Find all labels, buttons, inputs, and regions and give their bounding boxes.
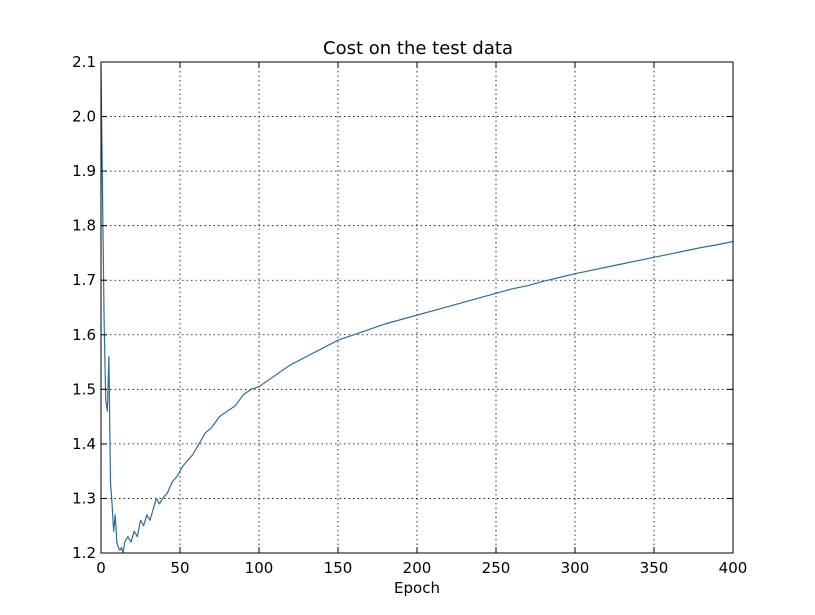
x-tick-label: 400: [719, 559, 748, 577]
y-tick-label: 1.2: [72, 544, 96, 562]
x-tick-label: 250: [482, 559, 511, 577]
y-tick-label: 1.5: [72, 380, 96, 398]
x-tick-label: 50: [170, 559, 189, 577]
series-line: [100, 67, 734, 554]
x-tick-label: 100: [245, 559, 274, 577]
y-tick-label: 1.9: [72, 162, 96, 180]
x-tick-label: 350: [640, 559, 669, 577]
y-tick-label: 1.3: [72, 489, 96, 507]
y-tick-label: 1.4: [72, 435, 96, 453]
tick-layer: 0 50 100 150 200 250 300 350 400 1.2 1.3 1.4 1.5 1.6 1…: [72, 53, 747, 577]
series-layer: [100, 67, 734, 554]
y-tick-label: 1.8: [72, 217, 96, 235]
y-tick-label: 2.0: [72, 108, 96, 126]
x-tick-label: 200: [403, 559, 432, 577]
x-axis-label: Epoch: [394, 579, 440, 597]
x-tick-label: 150: [324, 559, 353, 577]
x-tick-label: 300: [561, 559, 590, 577]
y-tick-label: 1.6: [72, 326, 96, 344]
y-tick-label: 1.7: [72, 271, 96, 289]
grid-layer: [101, 62, 733, 553]
y-tick-label: 2.1: [72, 53, 96, 71]
chart-title: Cost on the test data: [323, 38, 513, 59]
x-tick-label: 0: [96, 559, 106, 577]
